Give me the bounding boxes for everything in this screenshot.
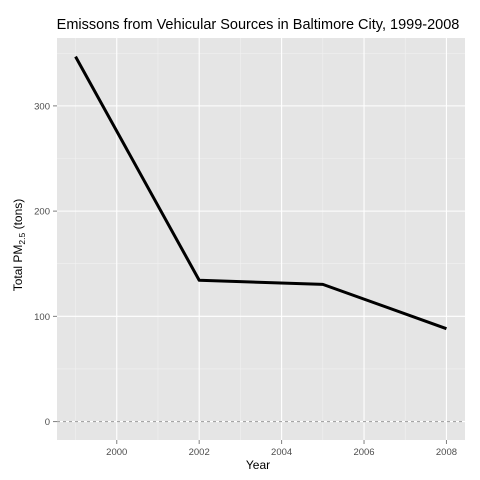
minor-gridlines: [57, 38, 465, 440]
chart-title: Emissons from Vehicular Sources in Balti…: [57, 17, 460, 33]
series-line-emissions: [74, 55, 447, 331]
y-axis-title: Total PM2.5 (tons): [11, 199, 27, 292]
y-tick-label: 200: [34, 207, 50, 218]
plot-panel: [57, 38, 465, 440]
y-axis-title-unit: (tons): [11, 199, 25, 233]
x-axis-title: Year: [246, 458, 270, 472]
major-gridlines: [57, 38, 465, 440]
x-tick-label: 2004: [271, 447, 292, 458]
y-axis-title-main: Total PM: [11, 245, 25, 292]
x-tick-label: 2000: [106, 447, 127, 458]
x-tick-label: 2002: [189, 447, 210, 458]
y-axis-ticks: 0 100 200 300: [34, 101, 57, 428]
y-axis-title-subscript: 2.5: [17, 232, 27, 244]
y-tick-label: 100: [34, 312, 50, 323]
x-axis-ticks: 2000 2002 2004 2006 2008: [106, 440, 457, 458]
x-tick-label: 2008: [436, 447, 457, 458]
x-tick-label: 2006: [353, 447, 374, 458]
y-tick-label: 300: [34, 101, 50, 112]
y-tick-label: 0: [45, 417, 50, 428]
